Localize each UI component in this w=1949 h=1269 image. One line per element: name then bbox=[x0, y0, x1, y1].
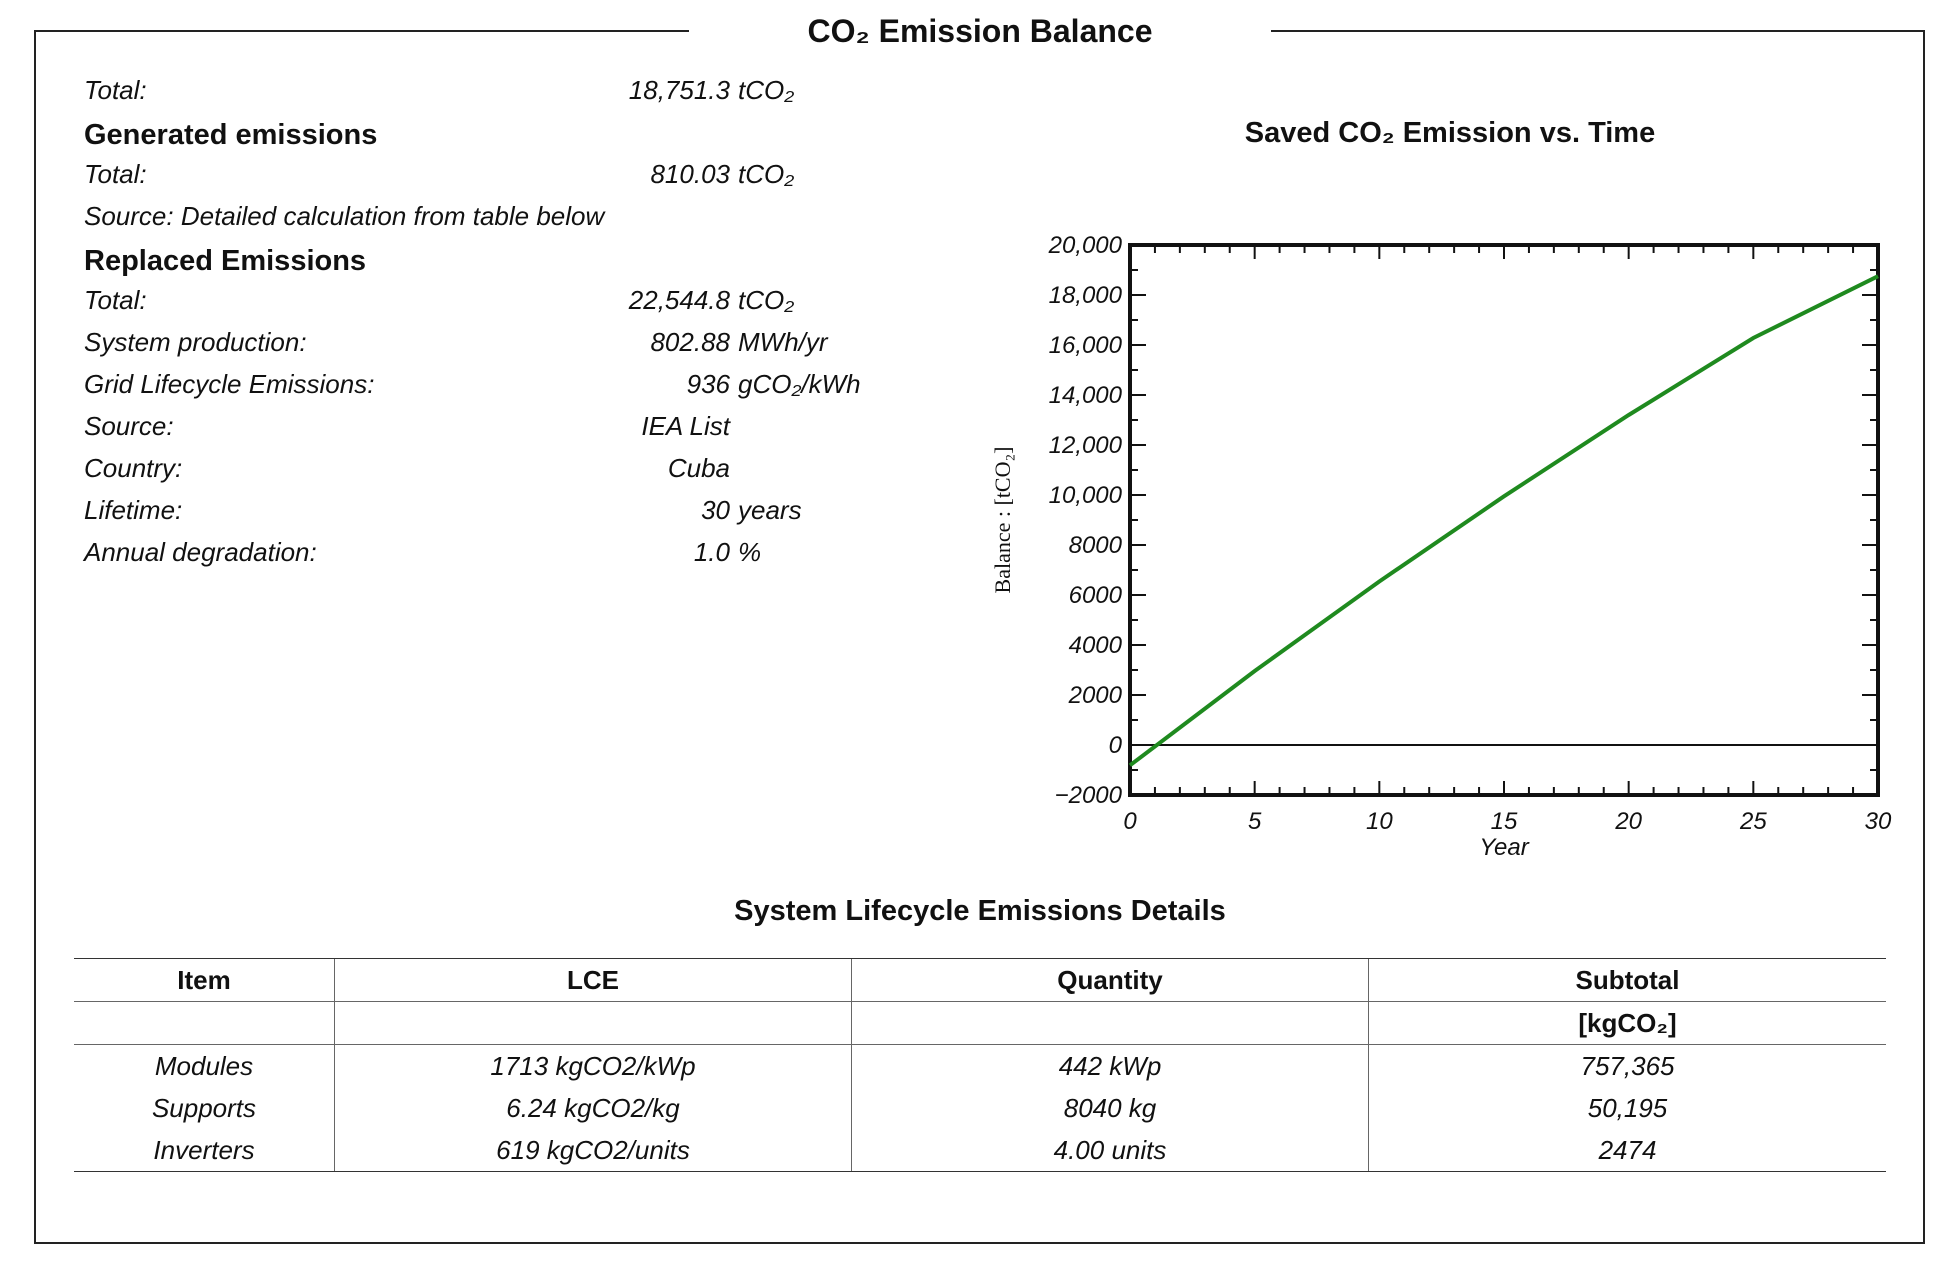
column-header-quantity: Quantity bbox=[851, 958, 1369, 1002]
replaced-row-value: 1.0 bbox=[693, 537, 730, 567]
plot-frame bbox=[1128, 243, 1880, 797]
y-tick-label: 6000 bbox=[1069, 582, 1123, 609]
unit-cell-empty bbox=[74, 1001, 335, 1045]
unit-cell-empty bbox=[851, 1001, 1369, 1045]
replaced-row-unit: % bbox=[738, 537, 762, 567]
y-tick-label: 10,000 bbox=[1049, 482, 1123, 509]
details-title: System Lifecycle Emissions Details bbox=[734, 895, 1226, 927]
replaced-row-unit: MWh/yr bbox=[738, 327, 828, 357]
replaced-row-label: Annual degradation: bbox=[84, 537, 317, 567]
summary-total-unit: tCO₂ bbox=[738, 75, 795, 105]
cell-quantity: 4.00 units bbox=[851, 1129, 1369, 1172]
replaced-row-unit: years bbox=[738, 495, 802, 525]
y-tick-label: 20,000 bbox=[1048, 232, 1123, 259]
cell-quantity: 8040 kg bbox=[851, 1087, 1369, 1129]
replaced-row-value: 22,544.8 bbox=[628, 285, 730, 315]
unit-cell-empty bbox=[334, 1001, 852, 1045]
cell-subtotal: 2474 bbox=[1368, 1129, 1886, 1172]
table-header-row: Item LCE Quantity Subtotal bbox=[74, 958, 1886, 1002]
x-tick-label: 25 bbox=[1739, 808, 1767, 835]
cell-subtotal: 757,365 bbox=[1368, 1044, 1886, 1087]
y-tick-label: 0 bbox=[1109, 732, 1123, 759]
column-header-subtotal: Subtotal bbox=[1368, 958, 1886, 1002]
x-tick-label: 15 bbox=[1491, 808, 1518, 835]
report-frame bbox=[34, 30, 1925, 1244]
y-tick-label: 16,000 bbox=[1049, 332, 1123, 359]
replaced-row-label: Lifetime: bbox=[84, 495, 183, 525]
cell-subtotal: 50,195 bbox=[1368, 1087, 1886, 1129]
cell-item: Supports bbox=[151, 1092, 257, 1123]
y-tick-label: 12,000 bbox=[1049, 432, 1123, 459]
frame-top-rule-left bbox=[34, 30, 689, 32]
replaced-row-value: Cuba bbox=[667, 453, 730, 483]
generated-heading: Generated emissions bbox=[84, 119, 378, 151]
y-tick-label: 18,000 bbox=[1049, 282, 1123, 309]
table-row: Supports 6.24 kgCO2/kg 8040 kg 50,195 bbox=[74, 1087, 1886, 1129]
cell-item: Inverters bbox=[74, 1129, 335, 1172]
frame-top-rule-right bbox=[1271, 30, 1925, 32]
report-title: CO₂ Emission Balance bbox=[807, 13, 1153, 49]
y-tick-label: −2000 bbox=[1055, 782, 1123, 809]
y-tick-label: 14,000 bbox=[1049, 382, 1123, 409]
cell-lce: 1713 kgCO2/kWp bbox=[334, 1044, 852, 1087]
column-header-item: Item bbox=[74, 958, 335, 1002]
y-axis-label: Balance : [tCO₂] bbox=[990, 447, 1015, 594]
cell-lce: 619 kgCO2/units bbox=[334, 1129, 852, 1172]
replaced-row-value: IEA List bbox=[641, 411, 730, 441]
replaced-row-label: System production: bbox=[84, 327, 307, 357]
generated-total-value: 810.03 bbox=[650, 159, 730, 189]
replaced-row-value: 802.88 bbox=[650, 327, 730, 357]
replaced-row-value: 936 bbox=[686, 369, 730, 399]
replaced-row-unit: tCO₂ bbox=[738, 285, 795, 315]
generated-source-text: Source: Detailed calculation from table … bbox=[84, 201, 605, 231]
replaced-row-label: Grid Lifecycle Emissions: bbox=[84, 369, 375, 399]
generated-total-unit: tCO₂ bbox=[738, 159, 795, 189]
x-tick-label: 0 bbox=[1123, 808, 1137, 835]
cell-lce: 6.24 kgCO2/kg bbox=[334, 1087, 852, 1129]
summary-total-value: 18,751.3 bbox=[628, 75, 730, 105]
chart-title: Saved CO₂ Emission vs. Time bbox=[1244, 117, 1656, 149]
replaced-row-unit: gCO₂/kWh bbox=[738, 369, 861, 399]
replaced-row-label: Source: bbox=[84, 411, 174, 441]
y-tick-label: 2000 bbox=[1068, 682, 1123, 709]
replaced-heading: Replaced Emissions bbox=[84, 245, 367, 277]
table-unit-row: [kgCO₂] bbox=[74, 1001, 1886, 1045]
series-line bbox=[1128, 274, 1879, 767]
y-tick-label: 4000 bbox=[1069, 632, 1123, 659]
replaced-row-value: 30 bbox=[701, 495, 730, 525]
lifecycle-emissions-table: Item LCE Quantity Subtotal [kgCO₂] Modul… bbox=[74, 958, 1886, 1172]
x-tick-label: 30 bbox=[1865, 808, 1892, 835]
table-row: Inverters 619 kgCO2/units 4.00 units 247… bbox=[74, 1129, 1886, 1172]
x-tick-label: 20 bbox=[1614, 808, 1642, 835]
x-tick-label: 5 bbox=[1248, 808, 1262, 835]
table-row: Modules 1713 kgCO2/kWp 442 kWp 757,365 bbox=[74, 1044, 1886, 1087]
y-tick-label: 8000 bbox=[1069, 532, 1123, 559]
column-header-lce: LCE bbox=[334, 958, 852, 1002]
cell-quantity: 442 kWp bbox=[851, 1044, 1369, 1087]
x-tick-label: 10 bbox=[1366, 808, 1393, 835]
x-axis-label: Year bbox=[1479, 834, 1529, 861]
saved-co2-chart: 0 5 10 15 20 25 30−20000200040006000800010,000… bbox=[990, 232, 1892, 861]
cell-item: Modules bbox=[154, 1050, 254, 1081]
generated-total-label: Total: bbox=[84, 159, 147, 189]
replaced-row-label: Total: bbox=[84, 285, 147, 315]
replaced-row-label: Country: bbox=[84, 453, 183, 483]
subtotal-unit: [kgCO₂] bbox=[1368, 1001, 1886, 1045]
summary-total-label: Total: bbox=[84, 75, 147, 105]
